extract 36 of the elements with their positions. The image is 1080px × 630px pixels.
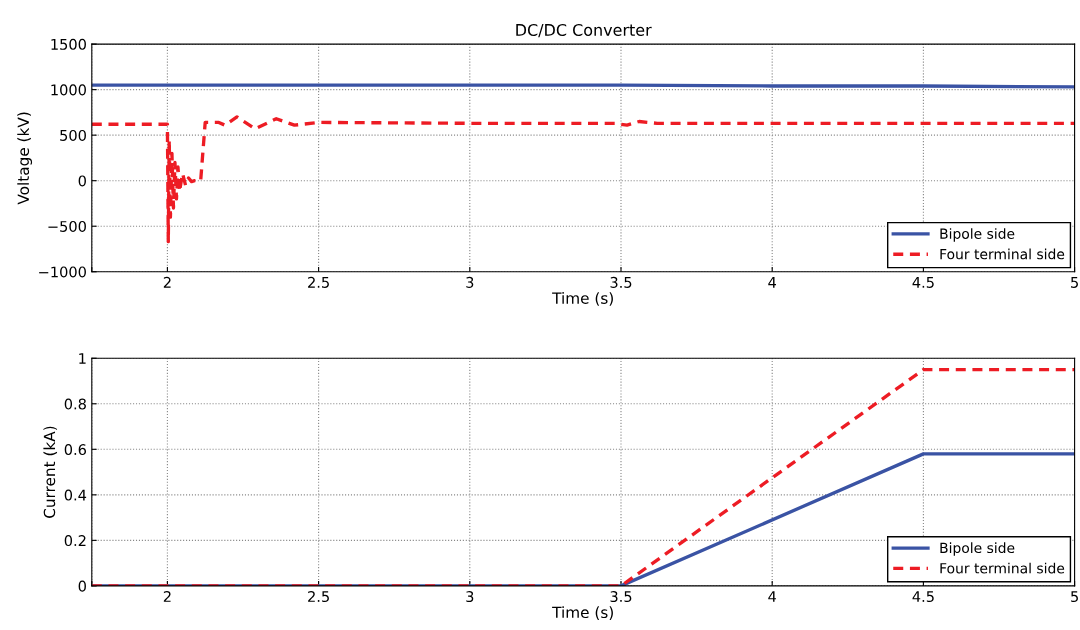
x-tick-label: 5: [1071, 591, 1078, 603]
x-tick-label: 3: [466, 591, 474, 603]
x-tick-label: 2: [163, 276, 171, 288]
x-axis-title: Time (s): [552, 292, 613, 306]
x-tick-label: 3: [466, 276, 474, 288]
y-tick-label: 0.2: [64, 535, 86, 547]
y-tick-label: 0.4: [64, 489, 87, 501]
x-tick-label: 4.5: [912, 591, 934, 603]
x-tick-label: 4: [768, 591, 777, 602]
y-axis-title: Voltage (kV): [17, 112, 33, 205]
y-tick-label: 0.6: [64, 444, 87, 456]
legend-label: Four terminal side: [940, 562, 1065, 574]
x-axis-title: Time (s): [552, 606, 613, 620]
y-tick-label: −1000: [39, 266, 86, 278]
x-tick-label: 3.5: [610, 276, 632, 288]
y-tick-label: 1500: [51, 38, 86, 50]
y-tick-label: 0: [78, 175, 86, 187]
x-tick-label: 2: [163, 591, 171, 602]
legend-label: Four terminal side: [940, 248, 1065, 260]
chart-title: DC/DC Converter: [516, 23, 652, 38]
x-tick-label: 2.5: [308, 276, 329, 288]
y-tick-label: 0.8: [64, 398, 86, 410]
x-tick-label: 5: [1071, 277, 1078, 288]
y-tick-label: 500: [60, 129, 86, 141]
y-tick-label: 1: [79, 353, 86, 364]
legend-label: Bipole side: [940, 228, 1015, 242]
y-tick-label: 0: [78, 580, 86, 592]
line-series: [91, 115, 1075, 244]
x-tick-label: 2.5: [308, 591, 329, 603]
x-tick-label: 4.5: [912, 277, 934, 288]
y-axis-title: Current (kA): [43, 426, 58, 518]
y-tick-label: 1000: [51, 84, 86, 96]
x-tick-label: 3.5: [610, 591, 632, 603]
x-tick-label: 4: [768, 277, 777, 288]
y-tick-label: −500: [48, 220, 86, 232]
legend-label: Bipole side: [940, 542, 1015, 556]
